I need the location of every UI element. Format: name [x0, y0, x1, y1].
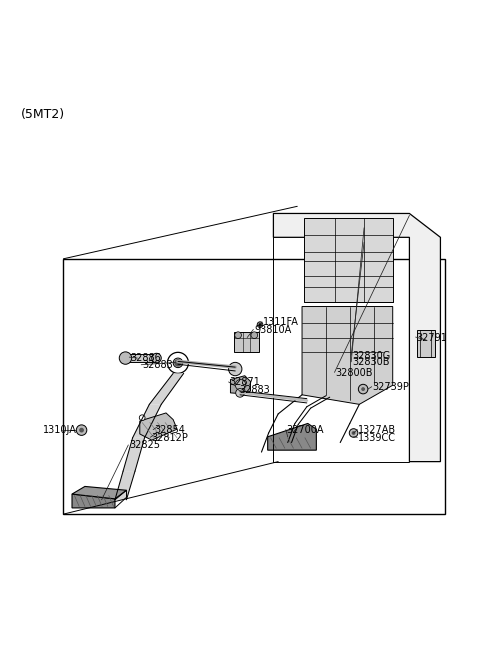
- Bar: [417, 331, 435, 357]
- Polygon shape: [72, 487, 126, 499]
- Circle shape: [257, 322, 263, 327]
- Circle shape: [251, 332, 258, 338]
- Text: 32886: 32886: [130, 352, 161, 363]
- Text: 32800B: 32800B: [336, 368, 373, 379]
- Polygon shape: [268, 423, 316, 450]
- Circle shape: [139, 415, 145, 420]
- Circle shape: [349, 428, 358, 438]
- Polygon shape: [149, 373, 184, 404]
- Polygon shape: [230, 376, 251, 394]
- Circle shape: [236, 388, 244, 397]
- Circle shape: [259, 323, 262, 326]
- Text: 32854: 32854: [154, 425, 185, 435]
- Text: 32739P: 32739P: [372, 382, 409, 392]
- Circle shape: [152, 354, 161, 363]
- Polygon shape: [115, 471, 135, 500]
- Circle shape: [359, 384, 368, 394]
- Bar: [63, 259, 445, 514]
- Text: 32825: 32825: [129, 440, 160, 451]
- Polygon shape: [72, 494, 115, 508]
- Circle shape: [352, 431, 356, 435]
- Text: 32830G: 32830G: [352, 351, 390, 361]
- Text: 1311FA: 1311FA: [263, 318, 299, 327]
- Polygon shape: [274, 213, 441, 462]
- Text: 32830B: 32830B: [352, 358, 390, 367]
- Bar: [234, 332, 259, 352]
- Text: 1310JA: 1310JA: [43, 425, 77, 435]
- Bar: [122, 354, 156, 362]
- Text: 93810A: 93810A: [254, 325, 291, 335]
- Text: 1339CC: 1339CC: [359, 433, 396, 443]
- Circle shape: [228, 362, 242, 376]
- Text: 32883: 32883: [142, 360, 173, 370]
- Text: 1327AB: 1327AB: [359, 425, 396, 435]
- Circle shape: [235, 380, 246, 390]
- Polygon shape: [302, 306, 393, 404]
- Bar: [304, 218, 393, 302]
- Circle shape: [119, 352, 132, 364]
- Text: 32883: 32883: [239, 385, 270, 395]
- Circle shape: [173, 358, 183, 367]
- Circle shape: [76, 425, 87, 436]
- Circle shape: [361, 387, 365, 391]
- Polygon shape: [132, 404, 161, 438]
- Text: 32871: 32871: [229, 377, 260, 388]
- Text: 32700A: 32700A: [287, 425, 324, 435]
- Polygon shape: [140, 413, 177, 440]
- Polygon shape: [123, 438, 144, 471]
- Text: 32791: 32791: [417, 333, 447, 342]
- Circle shape: [79, 428, 84, 432]
- Circle shape: [174, 359, 182, 367]
- Text: 32812P: 32812P: [151, 433, 188, 443]
- Circle shape: [235, 332, 241, 338]
- Text: (5MT2): (5MT2): [21, 108, 65, 121]
